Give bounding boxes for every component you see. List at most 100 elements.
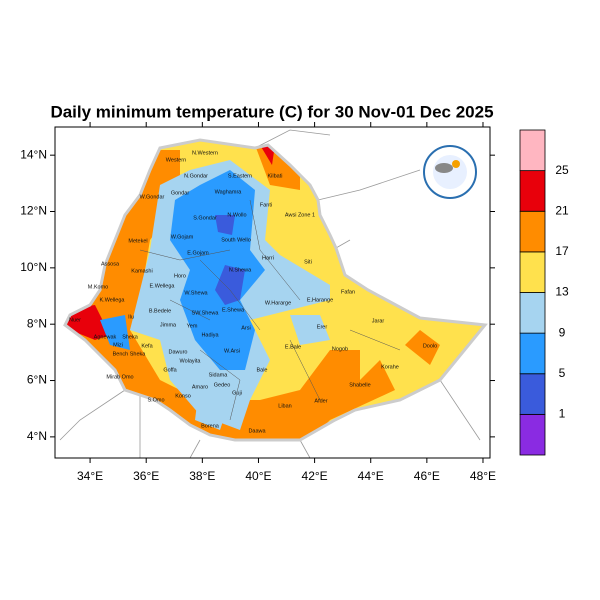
colorbar-label: 9	[559, 325, 566, 339]
region-label: W.Arsi	[224, 348, 240, 354]
colorbar-box	[519, 332, 546, 375]
region-label: Jarar	[372, 318, 385, 324]
region-label: Dawuro	[169, 349, 188, 355]
colorbar-label: 25	[555, 163, 569, 177]
region-label: Borena	[201, 423, 220, 429]
colorbar-label: 1	[559, 407, 566, 421]
logo	[423, 145, 477, 199]
region-label: N.Gondar	[184, 173, 208, 179]
region-label: Waghamra	[215, 189, 243, 195]
region-label: S.Omo	[147, 397, 164, 403]
region-label: Daawa	[248, 428, 266, 434]
country-outline	[63, 138, 488, 442]
region-label: Liban	[278, 403, 291, 409]
region-label: Guji	[232, 390, 242, 396]
region-label: Fafan	[341, 289, 355, 295]
y-tick-label: 10°N	[20, 260, 47, 274]
region-label: Korahe	[381, 364, 399, 370]
region-label: SW.Shewa	[192, 310, 220, 316]
region-label: Western	[166, 157, 186, 163]
region-label: M.Komo	[88, 284, 108, 290]
x-tick-label: 44°E	[358, 469, 384, 483]
region-label: Hadiya	[201, 332, 219, 338]
region-label: Konso	[175, 393, 191, 399]
region-label: Erer	[317, 324, 328, 330]
region-label: Kefa	[141, 343, 153, 349]
region-label: K.Wellega	[100, 297, 126, 303]
x-tick-label: 38°E	[189, 469, 215, 483]
region-label: Jimma	[160, 322, 177, 328]
region-label: W.Gondar	[140, 194, 165, 200]
colorbar-label: 21	[555, 203, 569, 217]
region-label: Shabelle	[349, 382, 370, 388]
colorbar-box	[519, 129, 546, 172]
region-label: Gondar	[171, 190, 190, 196]
region-label: Goffa	[163, 367, 177, 373]
background-borders	[59, 129, 481, 458]
temperature-zone	[405, 330, 440, 365]
region-label: South Wello	[221, 237, 251, 243]
region-label: Harri	[262, 255, 274, 261]
region-label: E.Harange	[307, 297, 333, 303]
region-label: Siti	[304, 259, 312, 265]
region-label: Kamashi	[131, 268, 152, 274]
region-label: Metekel	[128, 238, 147, 244]
colorbar-box	[519, 292, 546, 334]
region-label: N.Shewa	[229, 267, 252, 273]
region-label: Horo	[174, 273, 186, 279]
x-tick-label: 34°E	[77, 469, 103, 483]
region-label: Awsi Zone 1	[285, 212, 315, 218]
y-tick-label: 12°N	[20, 204, 47, 218]
region-label: Doolo	[423, 343, 437, 349]
region-label: Mirab Omo	[106, 374, 133, 380]
region-label: Mizi	[113, 342, 123, 348]
region-label: Bale	[256, 367, 267, 373]
region-label: N.Western	[192, 150, 218, 156]
region-label: W.Shewa	[184, 290, 208, 296]
region-label: Nogob	[332, 346, 348, 352]
temperature-zone	[195, 380, 230, 430]
y-tick-label: 8°N	[27, 316, 47, 330]
region-label: Kilbati	[268, 173, 283, 179]
colorbar-box	[519, 170, 546, 212]
y-tick-label: 4°N	[27, 429, 47, 443]
colorbar-box	[519, 251, 546, 293]
temperature-zone	[215, 215, 235, 235]
region-label: Agnewak	[94, 334, 117, 340]
region-label: Bench Sheka	[113, 351, 147, 357]
region-label: Fanti	[260, 202, 272, 208]
x-tick-label: 40°E	[245, 469, 271, 483]
colorbar-box	[519, 210, 546, 253]
map-title: Daily minimum temperature (C) for 30 Nov…	[50, 102, 493, 121]
y-tick-label: 6°N	[27, 373, 47, 387]
temperature-zone	[170, 170, 265, 370]
region-label: Gedeo	[214, 382, 231, 388]
region-label: Afder	[314, 398, 327, 404]
colorbar-label: 5	[559, 366, 566, 380]
colorbar-box	[519, 373, 546, 415]
colorbar-box	[519, 413, 546, 456]
region-label: Arsi	[241, 325, 250, 331]
temperature-zone	[65, 150, 395, 440]
region-label: E.Wellega	[150, 283, 176, 289]
temperature-zone	[260, 145, 275, 165]
y-tick-label: 14°N	[20, 147, 47, 161]
region-label: W.Hararge	[265, 300, 291, 306]
region-label: S.Gondar	[193, 215, 217, 221]
region-label: E.Gojam	[187, 250, 209, 256]
region-label: Yem	[187, 323, 198, 329]
region-label: B.Bedele	[149, 308, 171, 314]
temperature-zone	[100, 315, 130, 350]
temperature-zone	[215, 265, 245, 305]
x-tick-label: 46°E	[414, 469, 440, 483]
region-label: N.Wollo	[227, 212, 246, 218]
x-tick-label: 42°E	[302, 469, 328, 483]
region-label: Ilu	[128, 314, 134, 320]
colorbar-label: 13	[555, 285, 569, 299]
plot-frame	[54, 126, 491, 459]
region-label: Sidama	[209, 372, 229, 378]
region-label: W.Gojam	[171, 234, 194, 240]
region-label: E.Shewa	[222, 307, 245, 313]
colorbar-label: 17	[555, 244, 569, 258]
